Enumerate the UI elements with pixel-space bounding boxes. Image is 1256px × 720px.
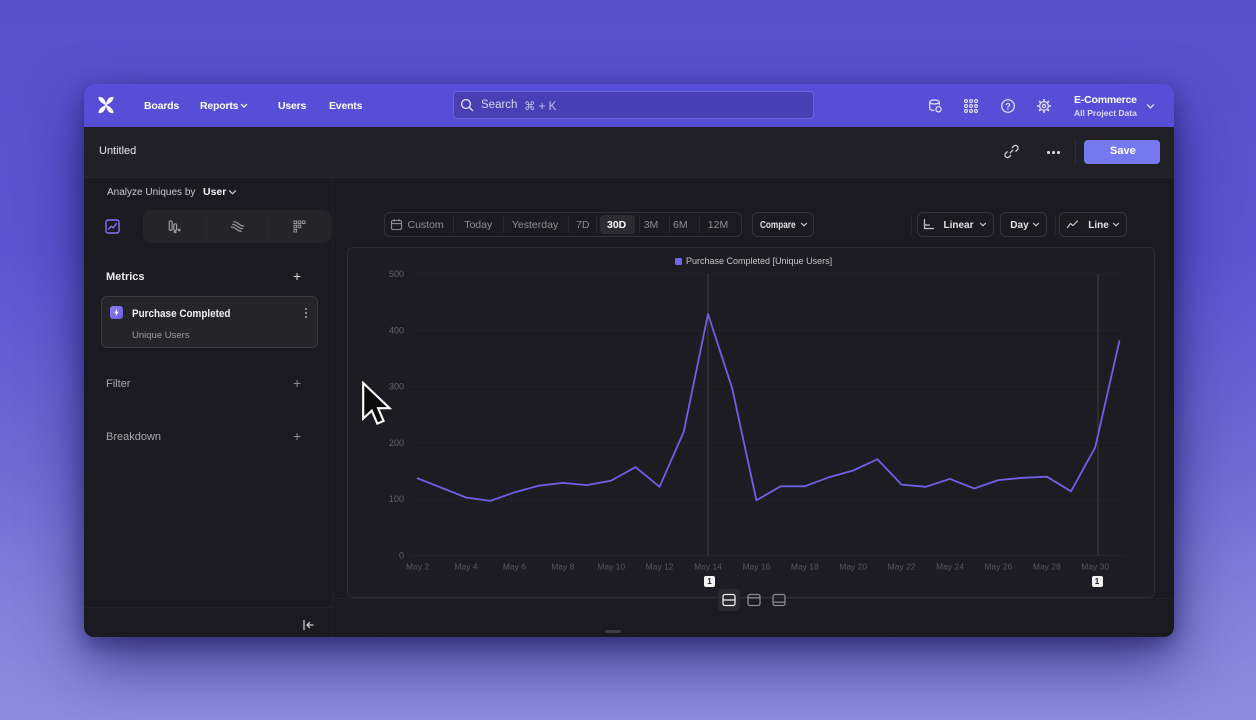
svg-text:May 16: May 16 xyxy=(742,562,770,572)
svg-text:?: ? xyxy=(1005,101,1011,111)
svg-text:May 18: May 18 xyxy=(791,562,819,572)
svg-text:300: 300 xyxy=(389,382,404,392)
svg-text:0: 0 xyxy=(399,551,404,561)
svg-text:200: 200 xyxy=(389,438,404,448)
svg-text:May 4: May 4 xyxy=(454,562,477,572)
svg-text:May 28: May 28 xyxy=(1033,562,1061,572)
svg-text:400: 400 xyxy=(389,325,404,335)
svg-text:May 12: May 12 xyxy=(646,562,674,572)
svg-text:May 24: May 24 xyxy=(936,562,964,572)
svg-text:May 6: May 6 xyxy=(503,562,526,572)
svg-text:May 22: May 22 xyxy=(888,562,916,572)
svg-text:100: 100 xyxy=(389,494,404,504)
svg-text:May 10: May 10 xyxy=(597,562,625,572)
svg-text:May 2: May 2 xyxy=(406,562,429,572)
svg-text:May 30: May 30 xyxy=(1081,562,1109,572)
svg-text:May 26: May 26 xyxy=(984,562,1012,572)
svg-text:May 14: May 14 xyxy=(694,562,722,572)
svg-text:May 20: May 20 xyxy=(839,562,867,572)
svg-text:May 8: May 8 xyxy=(551,562,574,572)
svg-text:500: 500 xyxy=(389,269,404,279)
